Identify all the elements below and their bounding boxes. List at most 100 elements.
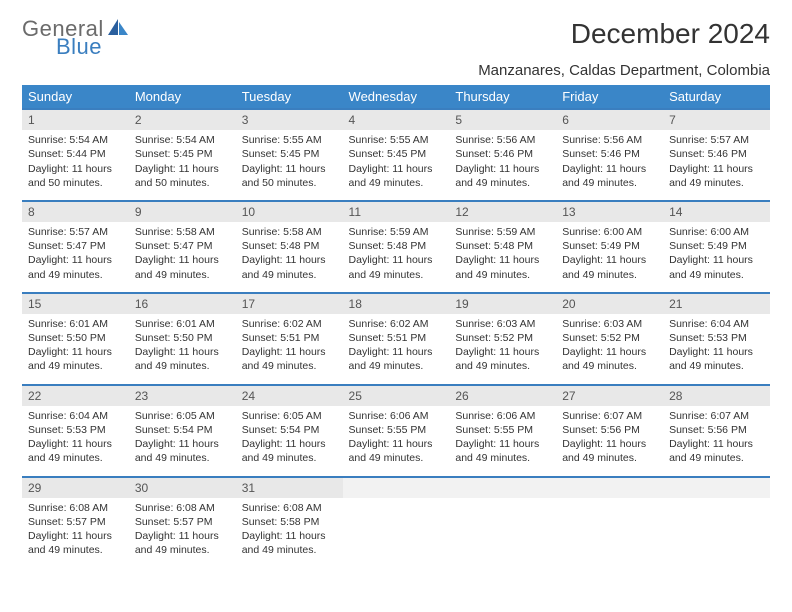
- sunset-line: Sunset: 5:49 PM: [669, 239, 764, 253]
- daylight-line: Daylight: 11 hours and 49 minutes.: [135, 253, 230, 281]
- daylight-line: Daylight: 11 hours and 49 minutes.: [669, 162, 764, 190]
- calendar-day-cell: 30Sunrise: 6:08 AMSunset: 5:57 PMDayligh…: [129, 477, 236, 568]
- calendar-day-cell: 11Sunrise: 5:59 AMSunset: 5:48 PMDayligh…: [343, 201, 450, 293]
- day-body: Sunrise: 5:59 AMSunset: 5:48 PMDaylight:…: [449, 222, 556, 292]
- sunset-line: Sunset: 5:48 PM: [455, 239, 550, 253]
- sunrise-line: Sunrise: 5:56 AM: [455, 133, 550, 147]
- day-body: Sunrise: 5:58 AMSunset: 5:48 PMDaylight:…: [236, 222, 343, 292]
- calendar-day-cell: 18Sunrise: 6:02 AMSunset: 5:51 PMDayligh…: [343, 293, 450, 385]
- calendar-day-cell: 5Sunrise: 5:56 AMSunset: 5:46 PMDaylight…: [449, 109, 556, 201]
- daylight-line: Daylight: 11 hours and 49 minutes.: [562, 345, 657, 373]
- day-body: Sunrise: 6:02 AMSunset: 5:51 PMDaylight:…: [236, 314, 343, 384]
- sunset-line: Sunset: 5:54 PM: [242, 423, 337, 437]
- weekday-header: Monday: [129, 85, 236, 109]
- day-body: Sunrise: 6:01 AMSunset: 5:50 PMDaylight:…: [129, 314, 236, 384]
- day-body: Sunrise: 5:59 AMSunset: 5:48 PMDaylight:…: [343, 222, 450, 292]
- day-number: 9: [129, 202, 236, 222]
- day-number: 8: [22, 202, 129, 222]
- sunset-line: Sunset: 5:48 PM: [349, 239, 444, 253]
- day-number: 17: [236, 294, 343, 314]
- day-number: 18: [343, 294, 450, 314]
- weekday-header: Wednesday: [343, 85, 450, 109]
- day-body: Sunrise: 6:05 AMSunset: 5:54 PMDaylight:…: [129, 406, 236, 476]
- day-body: Sunrise: 6:05 AMSunset: 5:54 PMDaylight:…: [236, 406, 343, 476]
- day-body: Sunrise: 6:02 AMSunset: 5:51 PMDaylight:…: [343, 314, 450, 384]
- sunset-line: Sunset: 5:57 PM: [28, 515, 123, 529]
- daylight-line: Daylight: 11 hours and 49 minutes.: [28, 529, 123, 557]
- calendar-day-cell: 23Sunrise: 6:05 AMSunset: 5:54 PMDayligh…: [129, 385, 236, 477]
- daylight-line: Daylight: 11 hours and 49 minutes.: [242, 345, 337, 373]
- sunrise-line: Sunrise: 5:54 AM: [135, 133, 230, 147]
- calendar-day-cell: 17Sunrise: 6:02 AMSunset: 5:51 PMDayligh…: [236, 293, 343, 385]
- day-number: 30: [129, 478, 236, 498]
- daylight-line: Daylight: 11 hours and 50 minutes.: [28, 162, 123, 190]
- calendar-day-cell: [663, 477, 770, 568]
- day-number: 26: [449, 386, 556, 406]
- sunset-line: Sunset: 5:52 PM: [455, 331, 550, 345]
- calendar-day-cell: 20Sunrise: 6:03 AMSunset: 5:52 PMDayligh…: [556, 293, 663, 385]
- sunset-line: Sunset: 5:55 PM: [455, 423, 550, 437]
- calendar-day-cell: 21Sunrise: 6:04 AMSunset: 5:53 PMDayligh…: [663, 293, 770, 385]
- calendar-day-cell: 26Sunrise: 6:06 AMSunset: 5:55 PMDayligh…: [449, 385, 556, 477]
- calendar-day-cell: 28Sunrise: 6:07 AMSunset: 5:56 PMDayligh…: [663, 385, 770, 477]
- calendar-day-cell: 29Sunrise: 6:08 AMSunset: 5:57 PMDayligh…: [22, 477, 129, 568]
- day-number: 27: [556, 386, 663, 406]
- daylight-line: Daylight: 11 hours and 49 minutes.: [349, 162, 444, 190]
- sunrise-line: Sunrise: 6:07 AM: [562, 409, 657, 423]
- calendar-week-row: 8Sunrise: 5:57 AMSunset: 5:47 PMDaylight…: [22, 201, 770, 293]
- calendar-day-cell: 27Sunrise: 6:07 AMSunset: 5:56 PMDayligh…: [556, 385, 663, 477]
- day-number: 10: [236, 202, 343, 222]
- sunrise-line: Sunrise: 6:03 AM: [455, 317, 550, 331]
- day-body: Sunrise: 6:00 AMSunset: 5:49 PMDaylight:…: [556, 222, 663, 292]
- day-body: Sunrise: 5:56 AMSunset: 5:46 PMDaylight:…: [556, 130, 663, 200]
- daylight-line: Daylight: 11 hours and 49 minutes.: [349, 345, 444, 373]
- sunrise-line: Sunrise: 6:01 AM: [135, 317, 230, 331]
- calendar-day-cell: 13Sunrise: 6:00 AMSunset: 5:49 PMDayligh…: [556, 201, 663, 293]
- calendar-day-cell: 14Sunrise: 6:00 AMSunset: 5:49 PMDayligh…: [663, 201, 770, 293]
- calendar-week-row: 29Sunrise: 6:08 AMSunset: 5:57 PMDayligh…: [22, 477, 770, 568]
- page-title: December 2024: [478, 18, 770, 50]
- sunrise-line: Sunrise: 6:05 AM: [135, 409, 230, 423]
- day-body: Sunrise: 6:06 AMSunset: 5:55 PMDaylight:…: [343, 406, 450, 476]
- sunset-line: Sunset: 5:49 PM: [562, 239, 657, 253]
- sunset-line: Sunset: 5:44 PM: [28, 147, 123, 161]
- day-number: 31: [236, 478, 343, 498]
- daylight-line: Daylight: 11 hours and 49 minutes.: [455, 345, 550, 373]
- day-body: Sunrise: 6:03 AMSunset: 5:52 PMDaylight:…: [449, 314, 556, 384]
- calendar-day-cell: 25Sunrise: 6:06 AMSunset: 5:55 PMDayligh…: [343, 385, 450, 477]
- day-body: Sunrise: 6:04 AMSunset: 5:53 PMDaylight:…: [22, 406, 129, 476]
- sunset-line: Sunset: 5:58 PM: [242, 515, 337, 529]
- sunset-line: Sunset: 5:51 PM: [242, 331, 337, 345]
- daylight-line: Daylight: 11 hours and 49 minutes.: [28, 345, 123, 373]
- day-number: 22: [22, 386, 129, 406]
- daylight-line: Daylight: 11 hours and 49 minutes.: [455, 162, 550, 190]
- day-body: Sunrise: 5:55 AMSunset: 5:45 PMDaylight:…: [236, 130, 343, 200]
- sunrise-line: Sunrise: 5:57 AM: [669, 133, 764, 147]
- sunrise-line: Sunrise: 6:08 AM: [28, 501, 123, 515]
- daylight-line: Daylight: 11 hours and 49 minutes.: [242, 529, 337, 557]
- day-number: 5: [449, 110, 556, 130]
- calendar-day-cell: [449, 477, 556, 568]
- day-body: Sunrise: 5:56 AMSunset: 5:46 PMDaylight:…: [449, 130, 556, 200]
- sunset-line: Sunset: 5:50 PM: [135, 331, 230, 345]
- sunset-line: Sunset: 5:53 PM: [28, 423, 123, 437]
- day-number: 4: [343, 110, 450, 130]
- day-number: 11: [343, 202, 450, 222]
- sunrise-line: Sunrise: 5:58 AM: [135, 225, 230, 239]
- location-text: Manzanares, Caldas Department, Colombia: [478, 62, 770, 79]
- calendar-day-cell: 7Sunrise: 5:57 AMSunset: 5:46 PMDaylight…: [663, 109, 770, 201]
- day-body: Sunrise: 5:57 AMSunset: 5:46 PMDaylight:…: [663, 130, 770, 200]
- sunset-line: Sunset: 5:48 PM: [242, 239, 337, 253]
- calendar-day-cell: 6Sunrise: 5:56 AMSunset: 5:46 PMDaylight…: [556, 109, 663, 201]
- calendar-week-row: 1Sunrise: 5:54 AMSunset: 5:44 PMDaylight…: [22, 109, 770, 201]
- daylight-line: Daylight: 11 hours and 49 minutes.: [349, 437, 444, 465]
- sunrise-line: Sunrise: 6:08 AM: [135, 501, 230, 515]
- calendar-day-cell: [556, 477, 663, 568]
- day-body-empty: [449, 498, 556, 554]
- title-block: December 2024 Manzanares, Caldas Departm…: [478, 18, 770, 79]
- weekday-header: Sunday: [22, 85, 129, 109]
- daylight-line: Daylight: 11 hours and 49 minutes.: [669, 253, 764, 281]
- sunset-line: Sunset: 5:55 PM: [349, 423, 444, 437]
- day-number: 14: [663, 202, 770, 222]
- sunset-line: Sunset: 5:45 PM: [135, 147, 230, 161]
